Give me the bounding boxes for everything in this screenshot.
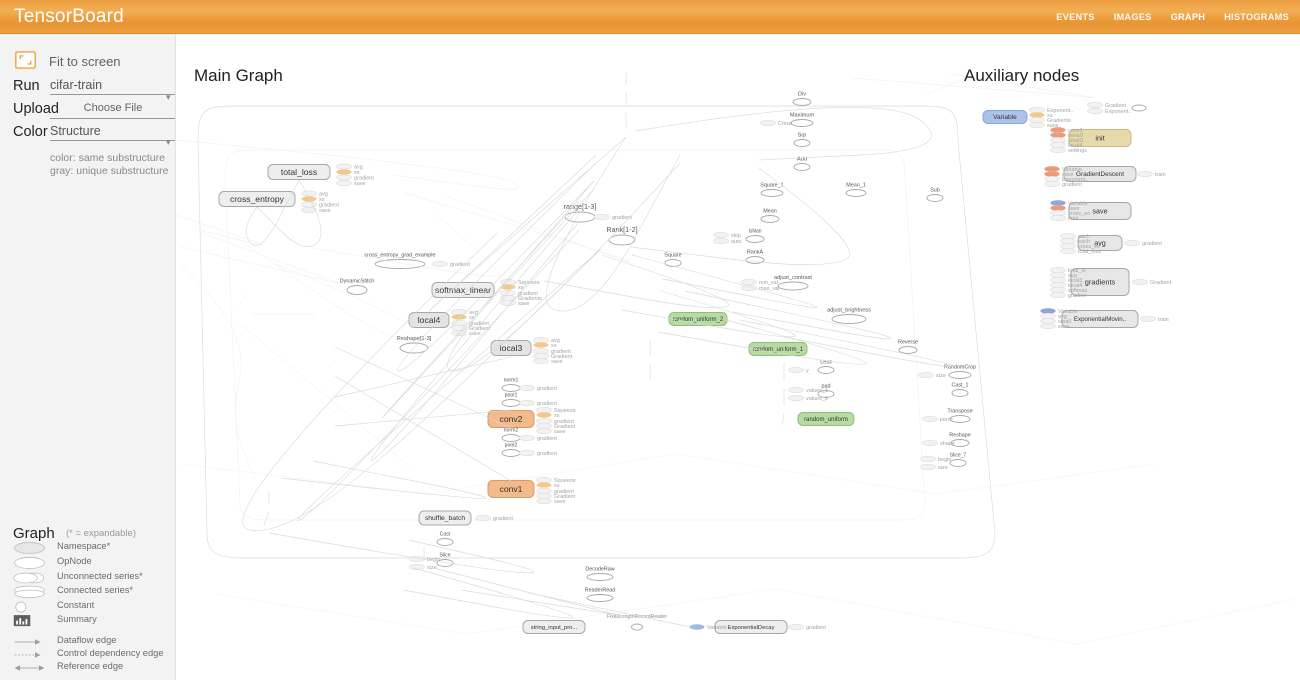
svg-text:IsNan: IsNan xyxy=(748,229,761,235)
svg-text:Slice: Slice xyxy=(439,553,450,559)
svg-text:local3: local3 xyxy=(500,343,523,353)
svg-text:gradient: gradient xyxy=(450,262,470,268)
svg-text:total_loss: total_loss xyxy=(1078,249,1101,255)
svg-text:string_input_pro...: string_input_pro... xyxy=(531,625,578,631)
svg-text:ReaderRead: ReaderRead xyxy=(585,588,616,594)
svg-text:conv2: conv2 xyxy=(500,414,523,424)
svg-text:save: save xyxy=(554,429,566,435)
svg-text:Reshape: Reshape xyxy=(949,433,971,439)
svg-text:Transpose: Transpose xyxy=(947,409,972,415)
svg-text:gradient: gradient xyxy=(537,436,557,442)
svg-text:save: save xyxy=(551,359,563,365)
svg-text:init: init xyxy=(1095,133,1104,142)
svg-text:train: train xyxy=(1158,317,1169,323)
svg-text:Sqr: Sqr xyxy=(798,133,807,139)
svg-text:save: save xyxy=(554,499,566,505)
svg-text:auto: auto xyxy=(731,239,742,245)
svg-text:total: total xyxy=(1068,216,1078,222)
svg-text:Cast: Cast xyxy=(440,532,451,538)
svg-text:values_2: values_2 xyxy=(806,396,828,402)
svg-text:norm2: norm2 xyxy=(504,428,519,434)
svg-text:settings: settings xyxy=(1068,148,1087,154)
svg-text:shape: shape xyxy=(940,441,955,447)
svg-text:Maximum: Maximum xyxy=(790,113,815,119)
svg-text:gradient: gradient xyxy=(537,386,557,392)
svg-text:Reshape[1-3]: Reshape[1-3] xyxy=(397,336,432,342)
svg-text:gradient: gradient xyxy=(806,625,826,631)
svg-text:Square_1: Square_1 xyxy=(760,183,783,189)
svg-text:cross_entropy: cross_entropy xyxy=(230,194,285,204)
svg-text:Gradient: Gradient xyxy=(1150,280,1172,286)
svg-text:gradient: gradient xyxy=(493,516,513,522)
svg-text:size: size xyxy=(936,373,946,379)
svg-text:Reverse: Reverse xyxy=(898,340,918,346)
svg-text:save: save xyxy=(1092,206,1107,215)
svg-text:Const: Const xyxy=(778,121,793,127)
svg-text:DecodeRaw: DecodeRaw xyxy=(585,567,614,573)
svg-text:conv1: conv1 xyxy=(500,484,523,494)
svg-text:ExponentialMovin..: ExponentialMovin.. xyxy=(1074,316,1127,323)
svg-text:max_val: max_val xyxy=(759,286,779,292)
svg-text:begin: begin xyxy=(938,457,951,463)
svg-text:gradients: gradients xyxy=(1085,277,1116,286)
svg-text:perm: perm xyxy=(940,417,953,423)
svg-text:Cast_1: Cast_1 xyxy=(951,383,968,389)
svg-text:Sub: Sub xyxy=(930,188,940,194)
svg-text:local4: local4 xyxy=(418,315,441,325)
svg-text:Slice_7: Slice_7 xyxy=(950,453,967,459)
svg-text:gradient: gradient xyxy=(537,401,557,407)
svg-text:gradient: gradient xyxy=(537,451,557,457)
svg-text:gradien: gradien xyxy=(1068,293,1086,299)
svg-text:gradient: gradient xyxy=(1062,182,1082,188)
svg-text:Mean: Mean xyxy=(763,209,777,215)
svg-text:save: save xyxy=(319,208,331,214)
svg-text:Square: Square xyxy=(664,253,681,259)
svg-text:Exponent..: Exponent.. xyxy=(1105,109,1132,115)
svg-text:adjust_brightness: adjust_brightness xyxy=(827,308,871,314)
svg-text:RankA: RankA xyxy=(747,250,764,256)
svg-text:pool2: pool2 xyxy=(505,443,518,449)
svg-text:values_1: values_1 xyxy=(806,388,828,394)
svg-text:gradient: gradient xyxy=(1142,241,1162,247)
svg-text:random_uniform: random_uniform xyxy=(804,417,848,423)
svg-text:pool1: pool1 xyxy=(505,393,518,399)
svg-text:save: save xyxy=(354,181,366,187)
svg-text:train: train xyxy=(1155,172,1166,178)
svg-text:save: save xyxy=(518,301,530,307)
svg-text:total_loss: total_loss xyxy=(281,167,317,177)
svg-text:y: y xyxy=(806,368,809,374)
svg-text:RandomCrop: RandomCrop xyxy=(944,365,976,371)
svg-text:softmax_linear: softmax_linear xyxy=(435,285,491,295)
svg-text:adjust_contrast: adjust_contrast xyxy=(774,275,812,281)
svg-text:DynamicStitch: DynamicStitch xyxy=(340,279,374,285)
svg-text:Variable: Variable xyxy=(707,625,727,631)
svg-text:save: save xyxy=(1058,324,1070,330)
svg-text:Rank[1-2]: Rank[1-2] xyxy=(606,225,637,234)
svg-text:ExponentialDecay: ExponentialDecay xyxy=(728,625,775,631)
svg-text:size: size xyxy=(938,465,948,471)
svg-text:Div: Div xyxy=(798,92,806,98)
svg-text:random_uniform_2: random_uniform_2 xyxy=(673,317,724,323)
svg-text:Variable: Variable xyxy=(993,114,1017,121)
svg-text:cross_entropy_grad_example: cross_entropy_grad_example xyxy=(364,253,435,259)
svg-text:shuffle_batch: shuffle_batch xyxy=(425,515,466,522)
svg-text:norm1: norm1 xyxy=(504,378,519,384)
svg-text:Mean_1: Mean_1 xyxy=(846,183,865,189)
